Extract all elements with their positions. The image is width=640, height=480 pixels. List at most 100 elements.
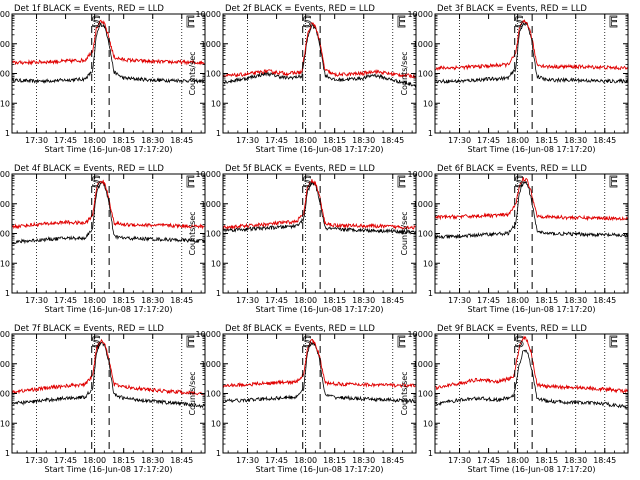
lld-line — [222, 338, 416, 389]
panel-title: Det 2f BLACK = Events, RED = LLD — [225, 4, 375, 14]
y-tick-label: 1000 — [201, 360, 221, 369]
x-tick-label: 17:30 — [236, 456, 259, 465]
x-tick-label: 18:15 — [535, 136, 558, 145]
panel-title: Det 1f BLACK = Events, RED = LLD — [14, 4, 164, 14]
y-tick-label: 1000 — [413, 40, 433, 49]
x-tick-label: 18:45 — [170, 456, 193, 465]
y-tick-label: 1 — [5, 289, 10, 298]
y-tick-label: 100 — [206, 390, 221, 399]
x-tick-label: 17:30 — [236, 296, 259, 305]
panel-title: Det 5f BLACK = Events, RED = LLD — [225, 164, 375, 174]
x-tick-label: 17:45 — [477, 456, 500, 465]
y-tick-label: 10000 — [0, 10, 10, 19]
events-line — [11, 22, 206, 84]
panel-title: Det 9f BLACK = Events, RED = LLD — [437, 324, 587, 334]
x-tick-label: 18:15 — [112, 296, 135, 305]
plot-frame — [222, 333, 417, 454]
y-tick-label: 10 — [0, 419, 10, 428]
y-tick-label: 1000 — [0, 200, 10, 209]
x-tick-label: 18:00 — [83, 456, 106, 465]
x-tick-label: 17:30 — [25, 136, 48, 145]
interval-letter: E — [609, 173, 618, 191]
events-line — [222, 341, 417, 404]
y-tick-label: 10000 — [196, 10, 221, 19]
panel-title: Det 6f BLACK = Events, RED = LLD — [437, 164, 587, 174]
x-axis-label: Start Time (16-Jun-08 17:17:20) — [256, 305, 384, 314]
plot-frame — [434, 13, 629, 134]
interval-letter: S — [515, 13, 525, 31]
x-tick-label: 17:30 — [448, 456, 471, 465]
y-tick-label: 10 — [0, 99, 10, 108]
events-line — [434, 349, 629, 410]
y-tick-label: 10 — [423, 419, 433, 428]
lld-line — [222, 22, 417, 79]
x-tick-label: 18:45 — [593, 456, 616, 465]
x-tick-label: 17:45 — [477, 136, 500, 145]
y-tick-label: 1000 — [413, 360, 433, 369]
y-tick-label: 100 — [0, 390, 10, 399]
y-tick-label: 10 — [0, 259, 10, 268]
x-tick-label: 18:00 — [506, 296, 529, 305]
x-tick-label: 18:30 — [141, 296, 164, 305]
y-axis-label: Counts/sec — [400, 211, 409, 255]
x-tick-label: 18:00 — [506, 136, 529, 145]
y-tick-label: 100 — [206, 70, 221, 79]
interval-letter: S — [92, 333, 102, 351]
x-tick-label: 18:15 — [535, 456, 558, 465]
y-axis-label: Counts/sec — [400, 371, 409, 415]
x-tick-label: 18:15 — [535, 296, 558, 305]
x-tick-label: 18:45 — [170, 296, 193, 305]
lld-line — [434, 177, 629, 222]
lld-line — [11, 338, 206, 396]
interval-letter: E — [609, 13, 618, 31]
y-tick-label: 1 — [5, 449, 10, 458]
x-axis-label: Start Time (16-Jun-08 17:17:20) — [45, 465, 173, 474]
x-tick-label: 17:45 — [54, 456, 77, 465]
y-tick-label: 1 — [216, 129, 221, 138]
interval-letter: E — [397, 13, 406, 31]
panel-title: Det 3f BLACK = Events, RED = LLD — [437, 4, 587, 14]
x-tick-label: 17:45 — [265, 296, 288, 305]
y-tick-label: 10000 — [408, 170, 433, 179]
x-axis-label: Start Time (16-Jun-08 17:17:20) — [256, 145, 384, 154]
x-tick-label: 17:30 — [25, 456, 48, 465]
x-tick-label: 18:00 — [294, 296, 317, 305]
x-tick-label: 17:45 — [54, 136, 77, 145]
x-tick-label: 17:45 — [477, 296, 500, 305]
y-tick-label: 1000 — [201, 200, 221, 209]
x-axis-label: Start Time (16-Jun-08 17:17:20) — [468, 305, 596, 314]
x-axis-label: Start Time (16-Jun-08 17:17:20) — [468, 145, 596, 154]
plot-frame — [222, 173, 417, 294]
interval-letter: S — [303, 333, 313, 351]
y-axis-label: Counts/sec — [188, 51, 197, 95]
x-tick-label: 18:15 — [323, 456, 346, 465]
x-tick-label: 17:30 — [448, 296, 471, 305]
y-tick-label: 100 — [418, 390, 433, 399]
interval-letter: E — [397, 333, 406, 351]
interval-letter: E — [186, 173, 195, 191]
x-axis-label: Start Time (16-Jun-08 17:17:20) — [256, 465, 384, 474]
y-tick-label: 1000 — [0, 40, 10, 49]
y-tick-label: 10 — [211, 259, 221, 268]
x-tick-label: 18:15 — [112, 456, 135, 465]
lld-line — [222, 179, 416, 231]
interval-letter: E — [397, 173, 406, 191]
x-tick-label: 18:45 — [381, 456, 404, 465]
y-tick-label: 10 — [211, 99, 221, 108]
y-tick-label: 10 — [211, 419, 221, 428]
y-axis-label: Counts/sec — [188, 211, 197, 255]
y-tick-label: 100 — [0, 230, 10, 239]
x-tick-label: 18:30 — [352, 136, 375, 145]
interval-letter: S — [92, 173, 102, 191]
interval-letter: E — [186, 333, 195, 351]
x-tick-label: 18:45 — [381, 296, 404, 305]
y-tick-label: 100 — [418, 70, 433, 79]
lld-line — [435, 19, 629, 72]
y-tick-label: 10000 — [408, 330, 433, 339]
